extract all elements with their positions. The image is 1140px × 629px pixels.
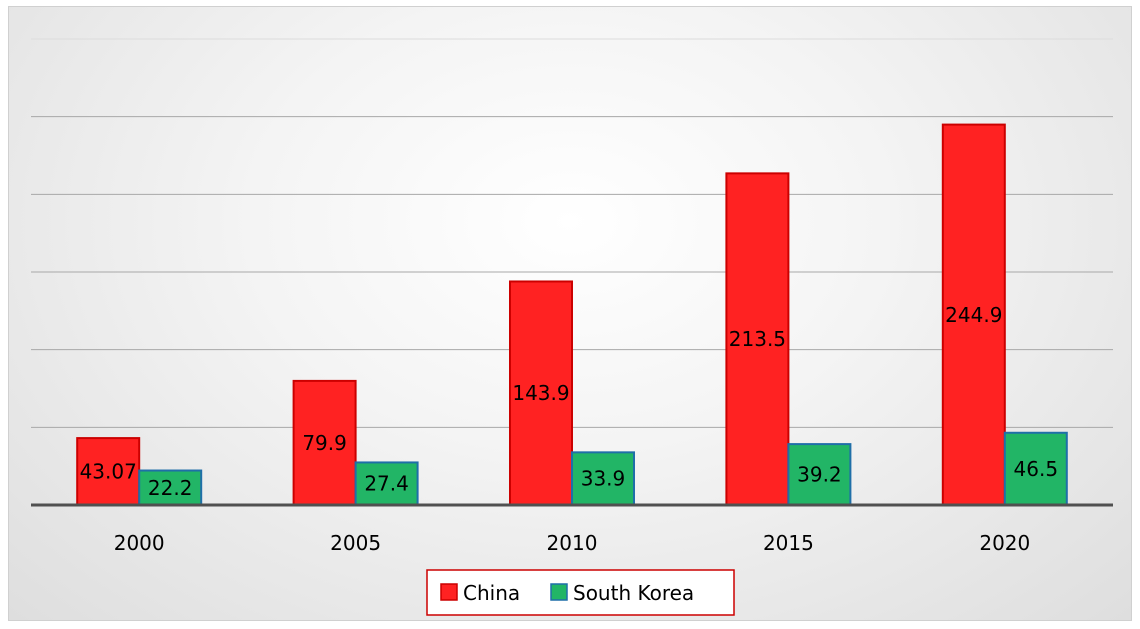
gridlines xyxy=(31,38,1113,428)
data-label-south-korea-2020: 46.5 xyxy=(1014,457,1059,481)
x-axis: 2000 2005 2010 2015 2020 xyxy=(31,503,1113,555)
legend-box xyxy=(426,569,735,616)
legend: China South Korea xyxy=(426,569,735,616)
data-label-china-2015: 213.5 xyxy=(729,327,786,351)
legend-label-china: China xyxy=(463,581,520,605)
bar-china-2015 xyxy=(725,172,790,506)
x-tick-label-2010: 2010 xyxy=(547,531,598,555)
data-label-china-2010: 143.9 xyxy=(512,381,569,405)
chart-area: 43.07 22.2 79.9 27.4 143.9 33.9 213.5 39.2 244.9… xyxy=(8,6,1132,621)
bar-south-korea-2000 xyxy=(138,469,203,506)
data-label-china-2000: 43.07 xyxy=(80,460,137,484)
bars xyxy=(76,123,1068,507)
data-label-south-korea-2000: 22.2 xyxy=(148,476,193,500)
data-labels: 43.07 22.2 79.9 27.4 143.9 33.9 213.5 39.2 244.9… xyxy=(80,303,1058,500)
data-label-south-korea-2015: 39.2 xyxy=(797,463,842,487)
data-label-china-2020: 244.9 xyxy=(945,303,1002,327)
data-label-south-korea-2010: 33.9 xyxy=(581,467,626,491)
bar-south-korea-2015 xyxy=(787,443,852,507)
x-tick-label-2005: 2005 xyxy=(330,531,381,555)
x-tick-label-2015: 2015 xyxy=(763,531,814,555)
legend-swatch-south-korea xyxy=(550,583,568,601)
bar-china-2010 xyxy=(509,280,573,507)
data-label-china-2005: 79.9 xyxy=(302,431,347,455)
data-label-south-korea-2005: 27.4 xyxy=(364,472,409,496)
legend-label-south-korea: South Korea xyxy=(573,581,694,605)
bar-china-2005 xyxy=(292,379,357,507)
bar-south-korea-2020 xyxy=(1003,431,1068,506)
legend-swatch-china xyxy=(440,583,458,601)
x-tick-label-2000: 2000 xyxy=(114,531,165,555)
bar-chart: 43.07 22.2 79.9 27.4 143.9 33.9 213.5 39.2 244.9… xyxy=(31,38,1113,616)
bar-south-korea-2010 xyxy=(571,451,635,507)
x-tick-label-2020: 2020 xyxy=(979,531,1030,555)
